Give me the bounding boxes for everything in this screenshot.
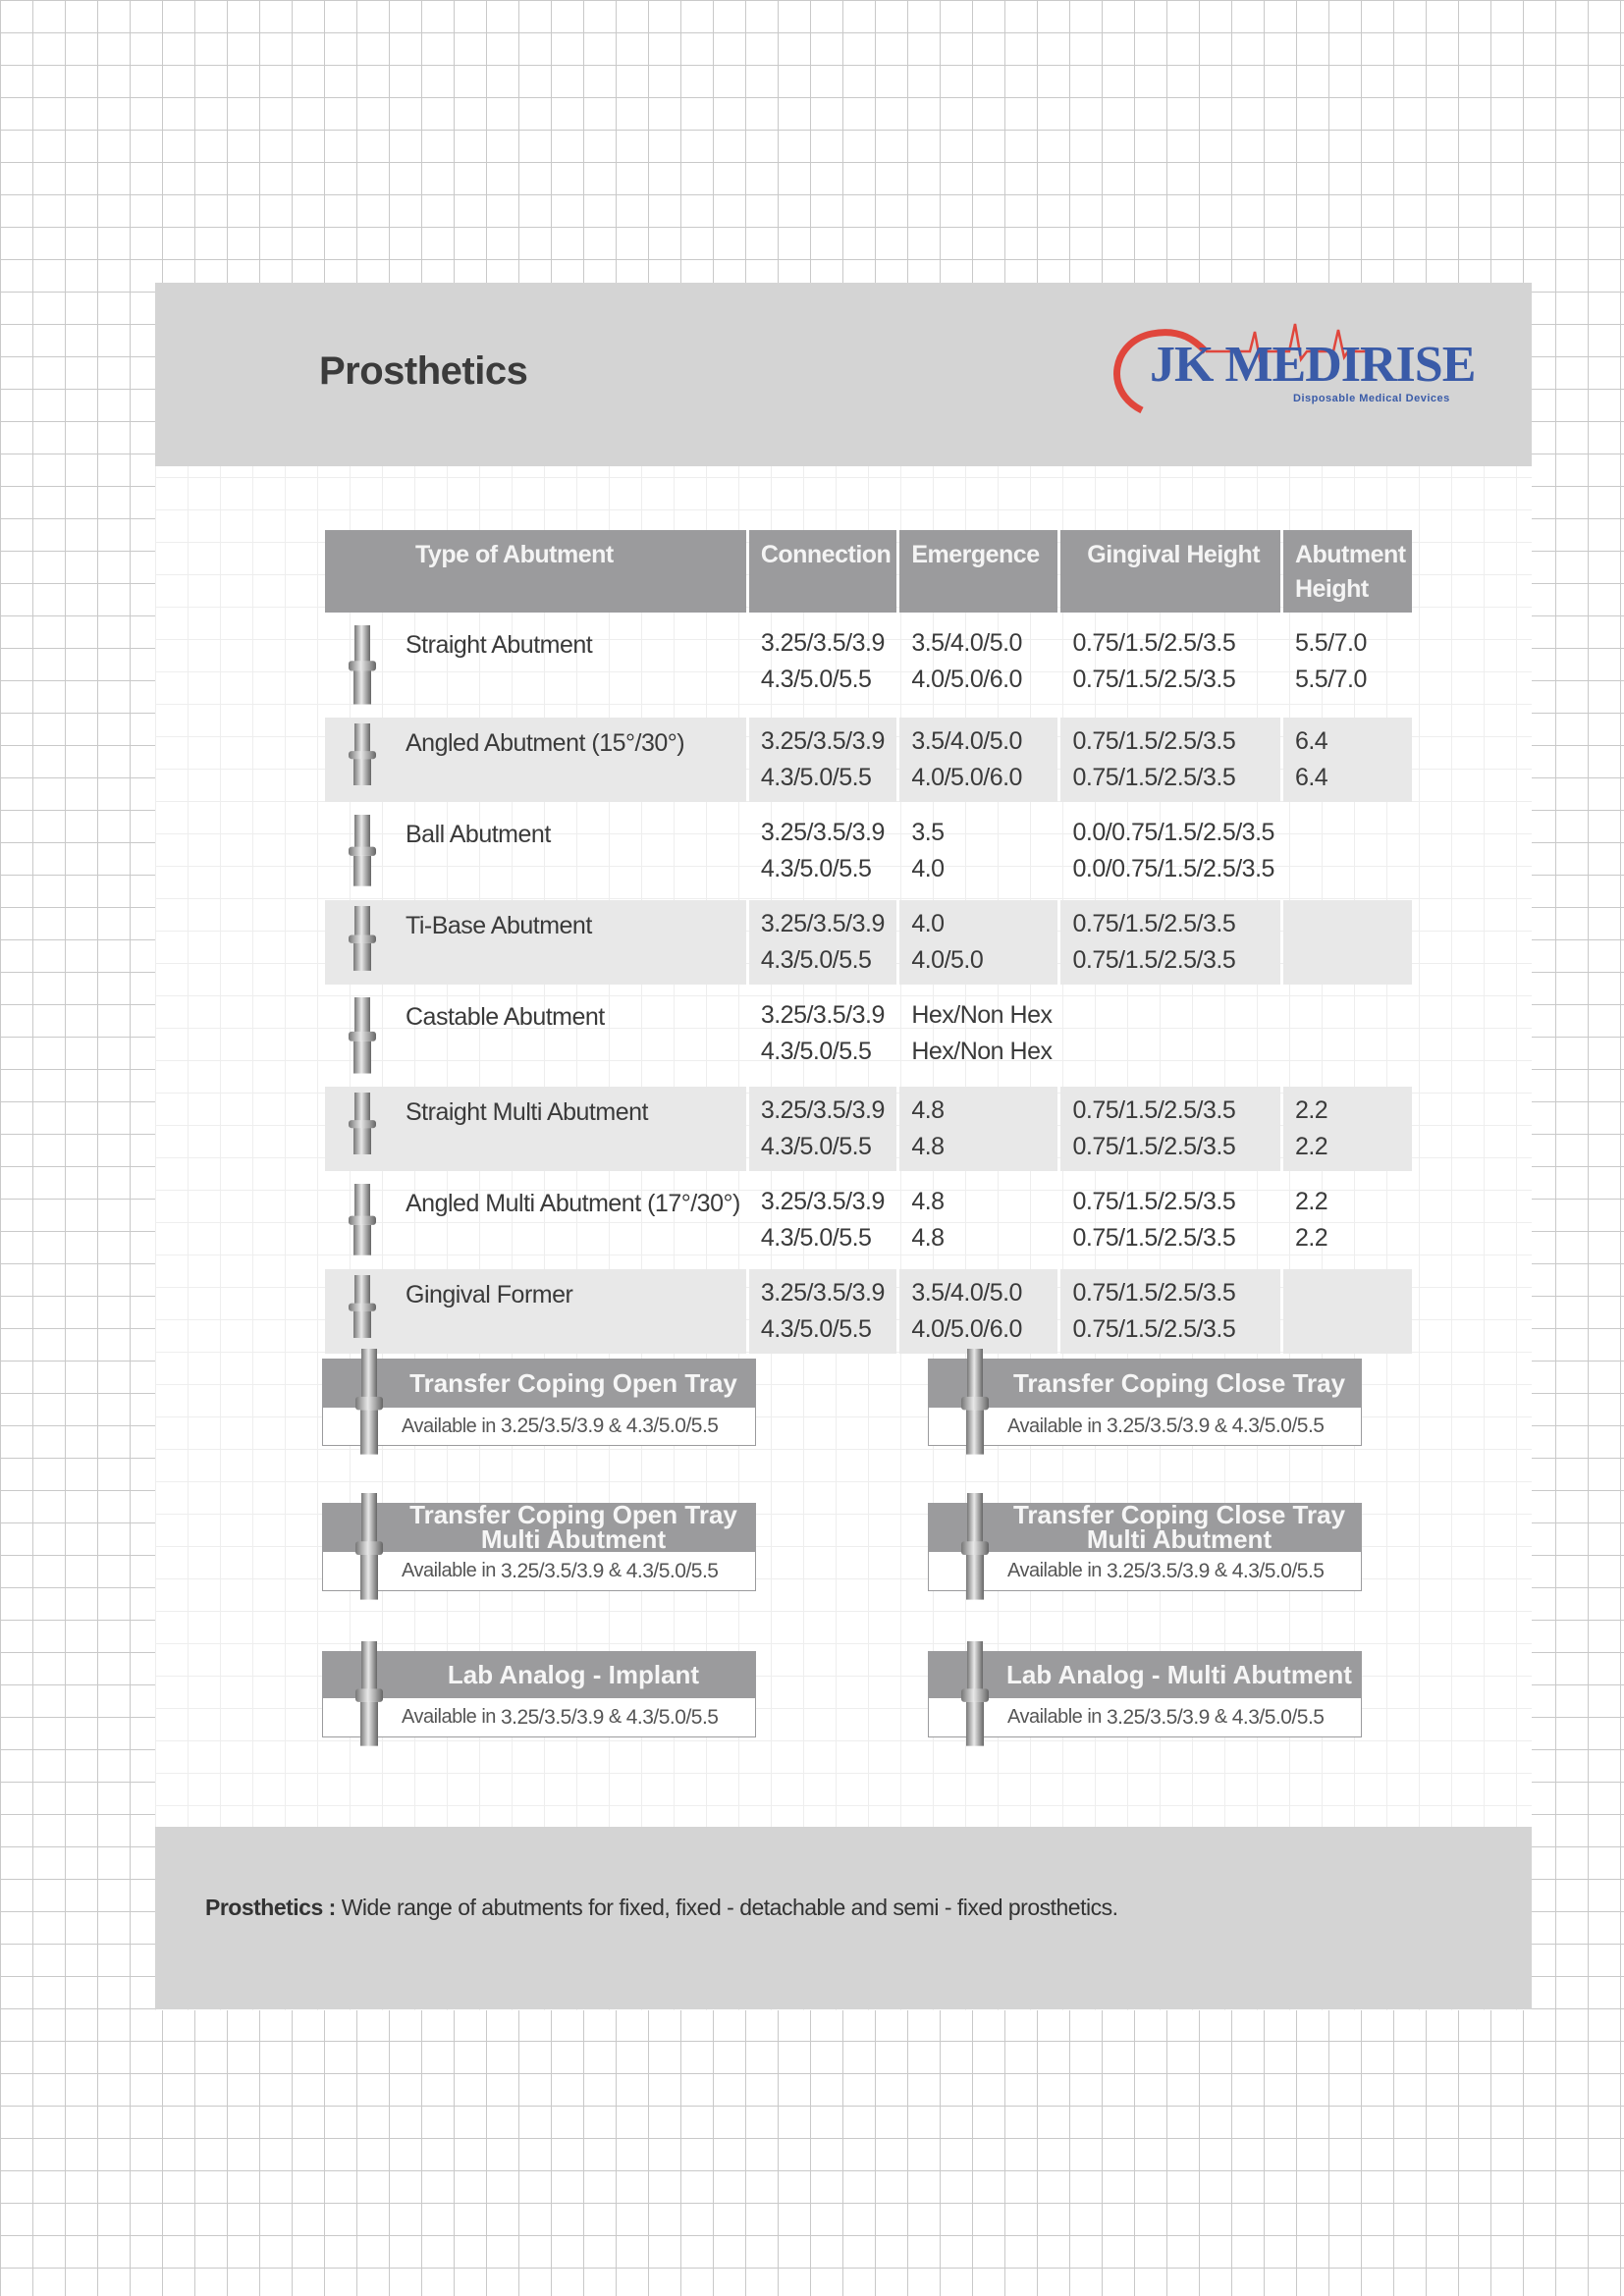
heart-ecg-logo-icon [1113, 323, 1370, 414]
table-row: Gingival Former 3.25/3.5/3.9 4.3/5.0/5.5 3.… [325, 1269, 1412, 1354]
cell-abutment-height [1282, 900, 1412, 985]
table-row: Ti-Base Abutment 3.25/3.5/3.9 4.3/5.0/5.5 4… [325, 900, 1412, 985]
table-row: Castable Abutment 3.25/3.5/3.9 4.3/5.0/5.5… [325, 991, 1412, 1080]
logo-tagline: Disposable Medical Devices [1293, 393, 1450, 404]
cell-emergence: 3.5/4.0/5.0 4.0/5.0/6.0 [899, 1269, 1058, 1354]
abutment-name: Ball Abutment [325, 809, 746, 893]
accessory-title: Lab Analog - Multi Abutment [928, 1651, 1362, 1698]
footer-label: Prosthetics : [205, 1895, 336, 1920]
accessory-availability: Available in 3.25/3.5/3.9 & 4.3/5.0/5.5 [928, 1408, 1362, 1446]
cell-gingival-height: 0.75/1.5/2.5/3.5 0.75/1.5/2.5/3.5 [1060, 1269, 1280, 1354]
accessory-title: Transfer Coping Open Tray [322, 1359, 756, 1408]
cell-abutment-height [1282, 1269, 1412, 1354]
table-row: Ball Abutment 3.25/3.5/3.9 4.3/5.0/5.5 3.5 4… [325, 809, 1412, 893]
footer-band [155, 1827, 1532, 2009]
accessory-availability: Available in 3.25/3.5/3.9 & 4.3/5.0/5.5 [322, 1552, 756, 1591]
cell-gingival-height: 0.75/1.5/2.5/3.5 0.75/1.5/2.5/3.5 [1060, 900, 1280, 985]
accessory-title: Transfer Coping Close Tray Multi Abutment [928, 1502, 1362, 1552]
table-row: Angled Multi Abutment (17°/30°) 3.25/3.5/… [325, 1178, 1412, 1262]
abutment-name: Angled Abutment (15°/30°) [325, 718, 746, 802]
cell-emergence: 3.5/4.0/5.0 4.0/5.0/6.0 [899, 718, 1058, 802]
cell-abutment-height [1283, 809, 1412, 893]
cell-abutment-height: 5.5/7.0 5.5/7.0 [1294, 629, 1367, 693]
abutment-table: Type of Abutment Connection Emergence Gi… [322, 530, 1415, 1354]
accessory-availability: Available in 3.25/3.5/3.9 & 4.3/5.0/5.5 [322, 1698, 756, 1737]
accessory-availability: Available in 3.25/3.5/3.9 & 4.3/5.0/5.5 [928, 1698, 1362, 1737]
cell-connection: 3.25/3.5/3.9 4.3/5.0/5.5 [748, 718, 897, 802]
abutment-name: Gingival Former [325, 1269, 746, 1354]
accessory-card: Lab Analog - Multi Abutment Available in… [928, 1641, 1362, 1746]
cell-connection: 3.25/3.5/3.9 4.3/5.0/5.5 [748, 900, 897, 985]
col-type: Type of Abutment [325, 530, 746, 613]
cell-emergence: 4.8 4.8 [911, 1188, 945, 1252]
accessory-card: Lab Analog - Implant Available in 3.25/3.… [322, 1641, 756, 1746]
cell-connection: 3.25/3.5/3.9 4.3/5.0/5.5 [748, 1269, 897, 1354]
cell-connection: 3.25/3.5/3.9 4.3/5.0/5.5 [760, 1001, 886, 1065]
col-gingival-height: Gingival Height [1060, 530, 1280, 613]
cell-abutment-height: 6.4 6.4 [1282, 718, 1412, 802]
abutment-name: Castable Abutment [325, 991, 746, 1080]
cell-gingival-height: 0.75/1.5/2.5/3.5 0.75/1.5/2.5/3.5 [1072, 629, 1236, 693]
abutment-name: Straight Multi Abutment [325, 1087, 746, 1171]
accessory-availability: Available in 3.25/3.5/3.9 & 4.3/5.0/5.5 [322, 1408, 756, 1446]
header-band [155, 283, 1532, 466]
cell-gingival-height [1060, 991, 1279, 1080]
cell-connection: 3.25/3.5/3.9 4.3/5.0/5.5 [748, 1087, 897, 1171]
cell-gingival-height: 0.75/1.5/2.5/3.5 0.75/1.5/2.5/3.5 [1060, 718, 1280, 802]
accessory-availability: Available in 3.25/3.5/3.9 & 4.3/5.0/5.5 [928, 1552, 1362, 1591]
col-emergence: Emergence [899, 530, 1058, 613]
cell-emergence: 3.5 4.0 [911, 819, 945, 882]
abutment-name: Angled Multi Abutment (17°/30°) [325, 1178, 746, 1262]
col-connection: Connection [748, 530, 897, 613]
page-title: Prosthetics [319, 349, 528, 393]
footer-text: Wide range of abutments for fixed, fixed… [341, 1895, 1118, 1920]
cell-gingival-height: 0.75/1.5/2.5/3.5 0.75/1.5/2.5/3.5 [1072, 1188, 1236, 1252]
cell-gingival-height: 0.0/0.75/1.5/2.5/3.5 0.0/0.75/1.5/2.5/3.5 [1072, 819, 1274, 882]
cell-emergence: 4.0 4.0/5.0 [899, 900, 1058, 985]
table-row: Straight Multi Abutment 3.25/3.5/3.9 4.3/5… [325, 1087, 1412, 1171]
cell-emergence: 4.8 4.8 [899, 1087, 1058, 1171]
cell-connection: 3.25/3.5/3.9 4.3/5.0/5.5 [760, 629, 886, 693]
brand-logo: JK MEDIRISE Disposable Medical Devices [1112, 312, 1486, 414]
accessory-card: Transfer Coping Open Tray Multi Abutment … [322, 1493, 756, 1600]
cell-abutment-height: 2.2 2.2 [1282, 1087, 1412, 1171]
cell-gingival-height: 0.75/1.5/2.5/3.5 0.75/1.5/2.5/3.5 [1060, 1087, 1280, 1171]
table-row: Straight Abutment 3.25/3.5/3.9 4.3/5.0/5.5… [325, 619, 1412, 711]
cell-emergence: 3.5/4.0/5.0 4.0/5.0/6.0 [911, 629, 1022, 693]
cell-connection: 3.25/3.5/3.9 4.3/5.0/5.5 [760, 819, 886, 882]
accessory-card: Transfer Coping Open Tray Available in 3.… [322, 1349, 756, 1455]
accessory-title: Transfer Coping Close Tray [928, 1359, 1362, 1408]
accessory-card: Transfer Coping Close Tray Available in 3… [928, 1349, 1362, 1455]
abutment-name: Ti-Base Abutment [325, 900, 746, 985]
cell-emergence: Hex/Non Hex Hex/Non Hex [911, 1001, 1053, 1065]
cell-connection: 3.25/3.5/3.9 4.3/5.0/5.5 [760, 1188, 886, 1252]
accessory-card: Transfer Coping Close Tray Multi Abutment… [928, 1493, 1362, 1600]
cell-abutment-height [1283, 991, 1412, 1080]
abutment-name: Straight Abutment [325, 619, 746, 711]
cell-abutment-height: 2.2 2.2 [1294, 1188, 1328, 1252]
accessory-title: Transfer Coping Open Tray Multi Abutment [322, 1502, 756, 1552]
accessory-title: Lab Analog - Implant [322, 1651, 756, 1698]
col-abutment-height: Abutment Height [1282, 530, 1412, 613]
logo-text: JK MEDIRISE [1150, 337, 1476, 393]
footer-note: Prosthetics : Wide range of abutments fo… [205, 1895, 1118, 1921]
table-row: Angled Abutment (15°/30°) 3.25/3.5/3.9 4.3… [325, 718, 1412, 802]
